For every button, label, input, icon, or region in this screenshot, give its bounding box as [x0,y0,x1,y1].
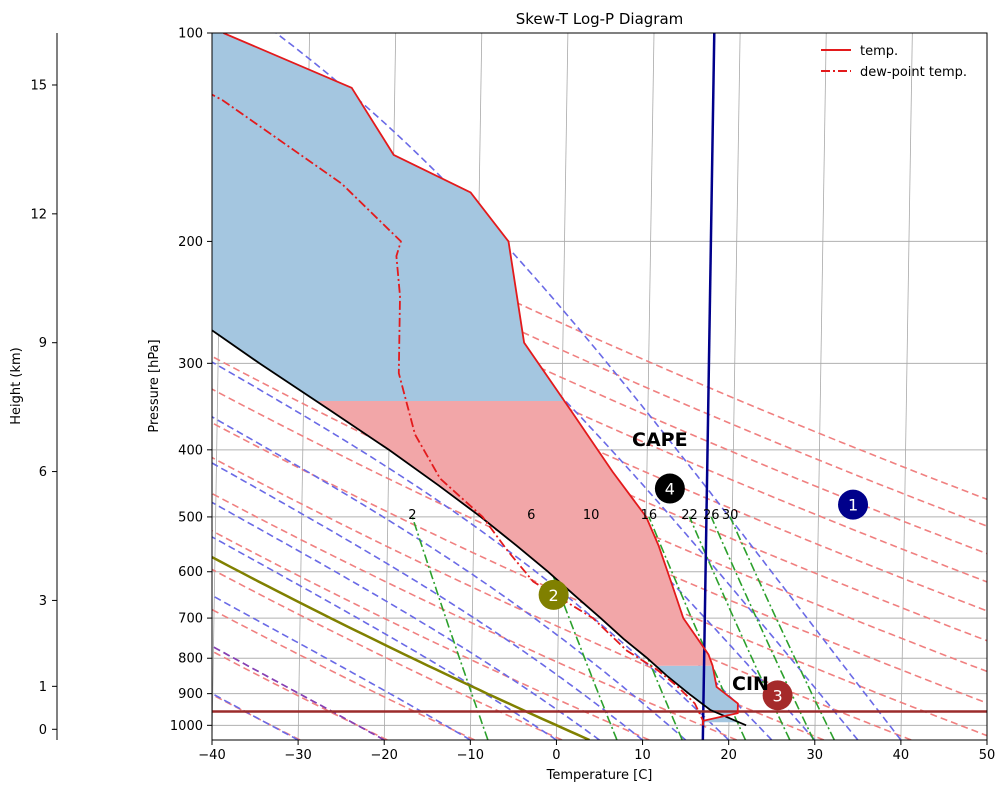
isotherm-50 [986,715,987,740]
isotherm-0 [556,33,569,740]
mixing-ratio-label-16: 16 [641,508,658,523]
marker-circle-4 [654,473,685,504]
mixing-ratio-labels: 2 6 10 16 22 26 30 [408,508,738,523]
isotherm--60 [40,33,51,740]
temperature-curve [223,33,739,726]
legend-dewpoint-label: dew-point temp. [860,65,967,80]
height-tick-label-3: 3 [39,594,47,609]
moist-adiabat-purple [212,645,385,740]
height-tick-label-1: 1 [39,680,47,695]
moist-adiabat-20 [212,361,730,740]
temperature-axis: −40 −30 −20 −10 0 10 20 30 40 50 [198,740,995,763]
temperature-tick-label-9: 50 [979,748,996,763]
plot-frame [211,32,988,741]
mixing-ratio-label-10: 10 [583,508,600,523]
temperature-tick-label-0: −40 [198,748,225,763]
isotherm-30 [814,33,827,740]
olive-dry-adiabat [212,555,591,740]
legend: temp. dew-point temp. [821,44,967,80]
moist-adiabat-15 [212,415,687,740]
marker-circle-1 [838,489,869,520]
dry-adiabat-290 [212,492,737,740]
height-tick-label-12: 12 [30,207,47,222]
mixing-ratio-label-2: 2 [408,508,416,523]
marker-label-2: 2 [549,586,559,605]
cape-fill-upper [212,33,565,401]
marker-label-1: 1 [848,496,858,515]
mixing-ratio-2 [411,516,489,740]
dry-adiabat-250 [212,650,388,740]
pressure-tick-label-300: 300 [178,357,203,372]
mixing-ratio-label-6: 6 [527,508,535,523]
isotherm-40 [900,33,913,740]
temperature-tick-label-7: 30 [807,748,824,763]
y-axis-label: Pressure [hPa] [147,339,162,432]
moist-adiabat-10 [212,462,644,740]
dewpoint-curve [212,93,704,726]
pressure-tick-label-500: 500 [178,510,203,525]
temperature-tick-label-5: 10 [634,748,651,763]
cape-fill-lower [316,401,713,666]
temperature-tick-label-2: −20 [371,748,398,763]
height-axis-label: Height (km) [9,347,24,424]
pressure-tick-label-600: 600 [178,565,203,580]
marker-label-3: 3 [773,686,783,705]
marker-circle-3 [762,680,793,711]
pressure-tick-label-100: 100 [178,27,203,42]
pressure-tick-label-400: 400 [178,443,203,458]
height-tick-label-6: 6 [39,465,47,480]
dry-adiabat-280 [212,529,650,740]
point-markers: 1 2 3 4 [538,473,869,711]
marker-label-4: 4 [665,480,675,499]
pressure-tick-label-1000: 1000 [170,719,203,734]
skewed-reference-line [701,33,716,740]
temperature-tick-label-4: 0 [552,748,560,763]
pressure-tick-label-700: 700 [178,612,203,627]
mixing-ratio-label-30: 30 [722,508,739,523]
height-tick-label-15: 15 [30,78,47,93]
legend-temp-label: temp. [860,44,898,59]
dry-adiabat-370 [212,234,987,583]
chart-title: Skew-T Log-P Diagram [516,10,684,28]
cin-fill [655,665,740,723]
marker-circle-2 [538,579,569,610]
pressure-tick-label-900: 900 [178,687,203,702]
height-tick-label-0: 0 [39,723,47,738]
temperature-tick-label-1: −30 [284,748,311,763]
x-axis-label: Temperature [C] [546,768,653,783]
cin-label: CIN [732,673,769,695]
temperature-tick-label-8: 40 [893,748,910,763]
cape-cin-fills [212,33,740,723]
height-tick-label-9: 9 [39,336,47,351]
dry-adiabat-400 [212,151,987,501]
parcel-curve [212,329,747,727]
mixing-ratio-label-26: 26 [703,508,720,523]
cape-label: CAPE [632,429,688,451]
temperature-tick-label-6: 20 [720,748,737,763]
isotherm--50 [126,33,137,740]
pressure-axis: 100 200 300 400 500 600 700 800 900 1000 [170,27,212,734]
isotherm-20 [728,33,741,740]
height-axis: 0 1 3 6 9 12 15 [30,33,58,740]
pressure-tick-label-200: 200 [178,235,203,250]
temperature-tick-label-3: −10 [457,748,484,763]
dry-adiabat-260 [212,608,475,740]
mixing-ratio-label-22: 22 [681,508,698,523]
pressure-tick-label-800: 800 [178,652,203,667]
